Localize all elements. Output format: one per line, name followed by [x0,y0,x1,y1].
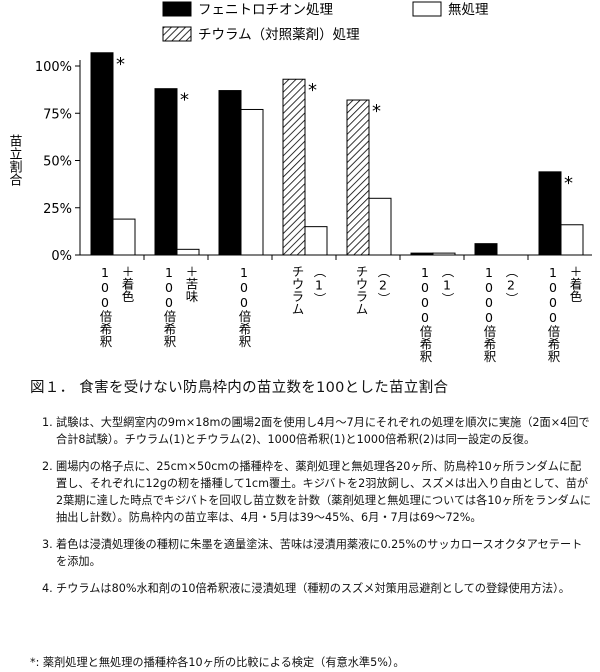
bar-fenitrothion [218,90,242,256]
bar-thiuram [346,99,370,256]
bar-chart: フェニトロチオン処理 無処理 チウラム（対照薬剤）処理 苗立割合 0% 25% 50… [7,1,592,363]
bar-untreated [240,108,264,256]
x-tick-label: （1） [440,265,455,305]
x-tick-label: 1000倍希釈 [482,265,497,363]
note-number: 1. [42,416,53,429]
y-tick-label: 50% [43,155,72,170]
x-tick-label: （1） [312,265,327,305]
legend-label-fenitrothion: フェニトロチオン処理 [198,2,333,18]
bar-untreated [304,226,328,256]
x-tick-label: 100倍希釈 [237,265,252,348]
note-item: 4. チウラムは80%水和剤の10倍希釈液に浸漬処理（種籾のスズメ対策用忌避剤と… [42,580,592,597]
x-tick-label: チウラム [290,265,305,315]
bar-untreated [112,218,136,256]
x-tick-label: （2） [504,265,519,305]
x-tick-label: （2） [376,265,391,305]
note-text: 着色は浸漬処理後の種籾に朱墨を適量塗沫、苦味は浸漬用薬液に0.25%のサッカロー… [56,538,583,568]
note-text: チウラムは80%水和剤の10倍希釈液に浸漬処理（種籾のスズメ対策用忌避剤としての… [56,582,570,595]
note-text: 圃場内の格子点に、25cm×50cmの播種枠を、薬剤処理と無処理各20ヶ所、防鳥… [56,460,592,524]
significance-mark: * [372,101,381,122]
y-tick-label: 0% [51,249,72,264]
note-item: 3. 着色は浸漬処理後の種籾に朱墨を適量塗沫、苦味は浸漬用薬液に0.25%のサッ… [42,536,592,570]
figure-caption: 図１． 食害を受けない防鳥枠内の苗立数を100とした苗立割合 [30,380,449,396]
legend-swatch-untreated [412,1,442,17]
note-number: 2. [42,460,53,473]
x-tick-label: 100倍希釈 [162,265,177,348]
y-axis-label: 苗立割合 [7,134,23,186]
notes-list: 1. 試験は、大型網室内の9m×18mの圃場2面を使用し4月～7月にそれぞれの処… [42,414,592,607]
x-tick-label: ＋苦味 [184,265,199,303]
bar-fenitrothion [474,243,498,256]
note-number: 4. [42,582,53,595]
y-tick-label: 100% [35,60,72,75]
bar-fenitrothion [154,88,178,256]
significance-footnote: *: 薬剤処理と無処理の播種枠各10ヶ所の比較による検定（有意水準5%）。 [30,656,405,669]
x-tick-label: 1000倍希釈 [418,265,433,363]
note-item: 1. 試験は、大型網室内の9m×18mの圃場2面を使用し4月～7月にそれぞれの処… [42,414,592,448]
bar-untreated [176,248,200,256]
bar-untreated [368,197,392,256]
legend-label-thiuram: チウラム（対照薬剤）処理 [198,27,360,43]
legend-label-untreated: 無処理 [448,2,489,18]
significance-mark: * [308,80,317,101]
plot-area: 0% 25% 50% 75% 100% * 100倍希釈 ＋着色 * 100倍希釈 ＋苦味 100倍希… [35,52,592,363]
x-tick-label: 100倍希釈 [98,265,113,348]
significance-mark: * [180,90,189,111]
x-tick-label: 1000倍希釈 [546,265,561,363]
note-text: 試験は、大型網室内の9m×18mの圃場2面を使用し4月～7月にそれぞれの処理を順… [56,416,590,446]
x-tick-label: ＋着色 [120,265,135,303]
bar-thiuram [282,78,306,256]
legend-swatch-thiuram [162,26,192,42]
y-tick-label: 75% [43,107,72,122]
significance-mark: * [116,54,125,75]
bar-untreated [560,224,584,256]
note-number: 3. [42,538,53,551]
legend: フェニトロチオン処理 無処理 チウラム（対照薬剤）処理 [162,1,489,43]
bar-fenitrothion [538,171,562,256]
x-tick-label: ＋着色 [568,265,583,303]
bar-fenitrothion [410,252,434,256]
y-tick-label: 25% [43,202,72,217]
bar-fenitrothion [90,52,114,256]
note-item: 2. 圃場内の格子点に、25cm×50cmの播種枠を、薬剤処理と無処理各20ヶ所… [42,458,592,526]
legend-swatch-fenitrothion [162,1,192,17]
x-tick-label: チウラム [354,265,369,315]
significance-mark: * [564,173,573,194]
bar-untreated [432,252,456,256]
